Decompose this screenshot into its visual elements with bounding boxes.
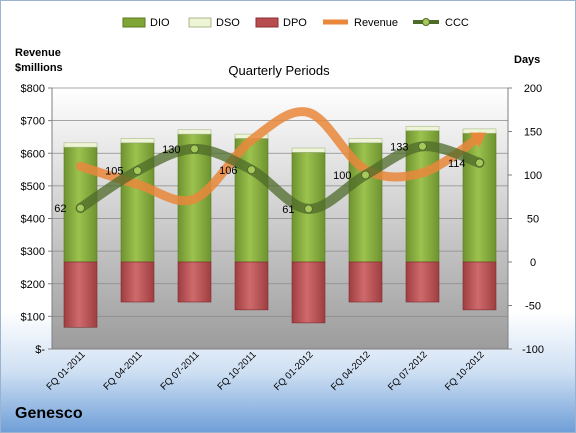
bar-dpo — [462, 261, 497, 311]
bars-layer — [63, 125, 497, 328]
bar-dpo — [120, 261, 155, 303]
company-name: Genesco — [15, 405, 83, 422]
ccc-data-label: 105 — [105, 166, 123, 178]
ccc-data-label: 130 — [162, 144, 180, 156]
legend-dso-swatch — [188, 17, 212, 28]
bar-dpo — [291, 261, 326, 324]
right-tick-label: 0 — [530, 257, 536, 269]
legend: DIO DSO DPO Revenue CCC — [122, 17, 469, 29]
ccc-data-label: 133 — [390, 141, 408, 153]
left-tick-label: $100 — [21, 311, 45, 323]
ccc-data-label: 100 — [333, 170, 351, 182]
ccc-data-label: 62 — [54, 203, 66, 215]
ccc-marker — [76, 203, 85, 213]
bar-dio — [462, 132, 497, 263]
bar-dpo — [405, 261, 440, 303]
ccc-data-label: 61 — [282, 204, 294, 216]
legend-dso-label: DSO — [216, 17, 240, 29]
bar-dpo — [63, 261, 98, 328]
ccc-marker — [475, 158, 484, 168]
legend-dpo-label: DPO — [283, 17, 307, 29]
bar-dpo — [234, 261, 269, 311]
x-category-label: FQ 10-2012 — [443, 349, 487, 393]
left-tick-label: $- — [35, 344, 45, 356]
right-tick-label: -50 — [525, 301, 541, 313]
bar-dpo — [177, 261, 212, 303]
ccc-marker — [133, 166, 142, 176]
bar-dso — [63, 142, 98, 148]
x-category-label: FQ 07-2011 — [158, 349, 201, 392]
bar-dso — [348, 138, 383, 144]
ccc-marker — [304, 204, 313, 214]
right-tick-label: 150 — [524, 127, 542, 139]
left-tick-label: $600 — [21, 148, 45, 160]
x-category-label: FQ 04-2012 — [329, 349, 373, 393]
left-tick-label: $500 — [21, 181, 45, 193]
left-tick-label: $800 — [21, 83, 45, 95]
right-tick-label: 200 — [524, 83, 542, 95]
x-category-label: FQ 01-2012 — [272, 349, 316, 393]
x-category-label: FQ 07-2012 — [386, 349, 430, 393]
revenue-line — [76, 107, 484, 206]
left-tick-label: $300 — [21, 246, 45, 258]
ccc-marker — [361, 170, 370, 180]
legend-dpo-swatch — [255, 17, 279, 28]
lines-layer: 62 105 130 106 61 100 133 114 — [54, 107, 487, 216]
bar-dso — [405, 125, 440, 131]
bar-dso — [177, 129, 212, 135]
legend-ccc-marker — [422, 18, 430, 26]
right-axis-title: Days — [514, 54, 540, 66]
x-category-label: FQ 10-2011 — [215, 349, 258, 392]
legend-ccc-label: CCC — [445, 17, 469, 29]
x-category-label: FQ 01-2011 — [44, 349, 87, 392]
right-tick-label: 100 — [524, 170, 542, 182]
bar-dso — [120, 138, 155, 144]
left-tick-label: $200 — [21, 279, 45, 291]
ccc-marker — [190, 144, 199, 154]
ccc-data-label: 114 — [448, 158, 466, 170]
left-tick-label: $400 — [21, 214, 45, 226]
legend-dio-label: DIO — [150, 17, 170, 29]
left-axis-title-line2: $millions — [15, 62, 63, 74]
revenue-arrowhead — [469, 132, 487, 148]
left-tick-label: $700 — [21, 116, 45, 128]
right-tick-label: -100 — [522, 344, 544, 356]
bar-dso — [291, 147, 326, 153]
ccc-data-label: 106 — [219, 165, 237, 177]
left-axis-title-line1: Revenue — [15, 47, 61, 59]
x-category-label: FQ 04-2011 — [101, 349, 144, 392]
ccc-marker — [247, 165, 256, 175]
legend-revenue-label: Revenue — [354, 17, 398, 29]
ccc-marker — [418, 141, 427, 151]
bar-dpo — [348, 261, 383, 303]
right-tick-label: 50 — [527, 214, 539, 226]
legend-dio-swatch — [122, 17, 146, 28]
chart-title: Quarterly Periods — [228, 63, 330, 78]
